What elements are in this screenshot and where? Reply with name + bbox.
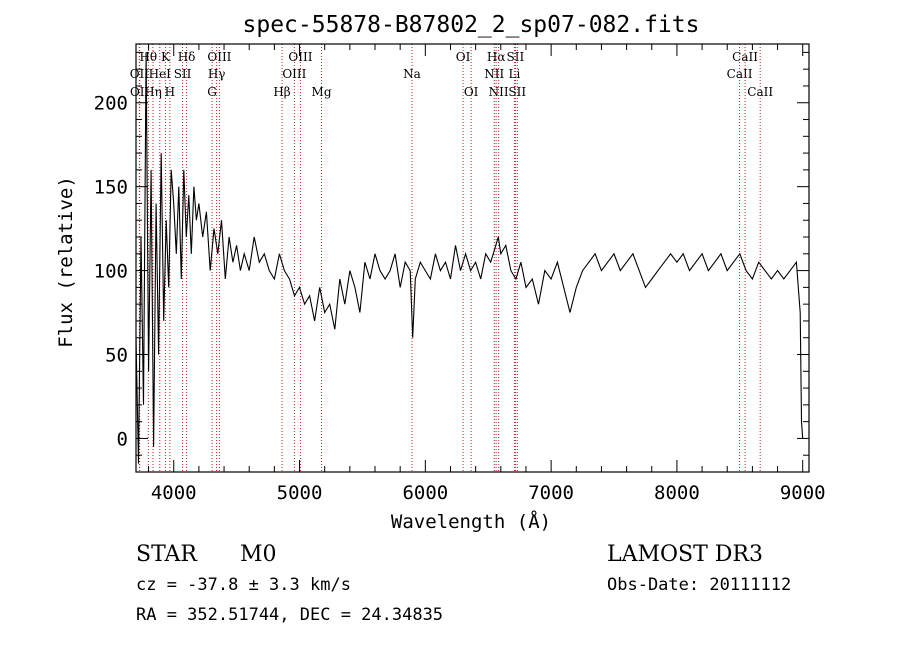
coordinates: RA = 352.51744, DEC = 24.34835 (136, 605, 443, 625)
survey-name: LAMOST DR3 (607, 542, 763, 567)
y-tick-label-200: 200 (94, 93, 128, 115)
line-marker-label-9: OIII (207, 50, 231, 64)
line-marker-label-17: OI (456, 50, 471, 64)
x-tick-label-9000: 9000 (780, 482, 826, 504)
line-marker-label-19: NII (484, 67, 504, 81)
line-marker-label-16: Na (403, 67, 421, 81)
line-marker-label-0: Hθ (139, 50, 157, 64)
line-marker-label-8: Hδ (178, 50, 196, 64)
line-marker-label-2: OII (130, 85, 150, 99)
line-marker-label-13: OIII (282, 67, 306, 81)
line-marker-label-22: SII (507, 50, 525, 64)
line-marker-label-25: CaII (727, 67, 753, 81)
chart-title: spec-55878-B87802_2_sp07-082.fits (243, 12, 700, 38)
line-marker-label-18: OI (464, 85, 479, 99)
x-tick-label-5000: 5000 (277, 482, 323, 504)
line-marker-label-10: Hγ (208, 67, 226, 81)
line-marker-label-5: H (165, 85, 175, 99)
line-marker-label-6: HeI (149, 67, 172, 81)
object-class: STAR (136, 542, 198, 567)
line-marker-label-3: Hη (144, 85, 162, 99)
y-axis-title: Flux (relative) (55, 176, 77, 348)
line-marker-label-7: SII (174, 67, 192, 81)
y-tick-label-100: 100 (94, 261, 128, 283)
line-marker-label-24: SII (508, 85, 526, 99)
axis-ticks: 4000 5000 6000 7000 8000 9000 0 50 100 150 200 (94, 44, 826, 504)
cz-value: cz = -37.8 ± 3.3 km/s (136, 575, 351, 595)
y-tick-label-150: 150 (94, 177, 128, 199)
x-tick-label-4000: 4000 (151, 482, 197, 504)
obs-date: Obs-Date: 20111112 (607, 575, 791, 595)
line-marker-label-11: G (207, 85, 217, 99)
x-tick-label-8000: 8000 (654, 482, 700, 504)
line-marker-label-27: CaII (747, 85, 773, 99)
line-marker-label-4: K (161, 50, 171, 64)
x-tick-label-7000: 7000 (528, 482, 574, 504)
line-marker-label-26: CaII (732, 50, 758, 64)
line-marker-label-20: Hα (487, 50, 506, 64)
object-subclass: M0 (240, 542, 277, 567)
y-tick-label-50: 50 (105, 345, 128, 367)
y-tick-label-0: 0 (117, 428, 128, 450)
x-axis-title: Wavelength (Å) (391, 510, 551, 533)
x-tick-label-6000: 6000 (402, 482, 448, 504)
line-marker-label-12: Hβ (273, 85, 290, 99)
line-marker-label-21: NII (489, 85, 509, 99)
spectrum-series-line (135, 52, 804, 464)
line-marker-label-23: Li (508, 67, 520, 81)
plot-frame (135, 43, 810, 473)
line-marker-label-14: OIII (288, 50, 312, 64)
line-marker-label-15: Mg (312, 85, 332, 99)
